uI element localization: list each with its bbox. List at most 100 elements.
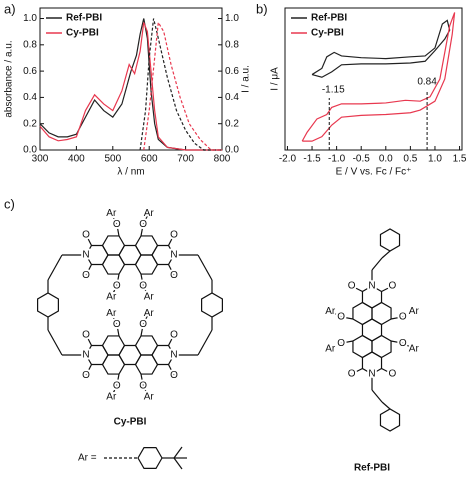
bond <box>110 285 118 298</box>
x-tick-label: 1.0 <box>428 154 442 165</box>
atom-label: O <box>170 329 178 340</box>
x-tick-label: 300 <box>32 154 49 165</box>
atom-label: O <box>82 329 90 340</box>
x-tick-label: 0.5 <box>403 154 417 165</box>
series-line <box>39 22 222 151</box>
bond <box>85 364 93 376</box>
atom-label: O <box>113 380 121 391</box>
x-tick-label: 1.5 <box>453 154 467 165</box>
bond <box>116 373 120 386</box>
bond <box>167 234 175 246</box>
atom-label: O <box>82 270 90 281</box>
y-tick-label: 0.8 <box>23 39 37 50</box>
atom-label: Ar <box>144 291 155 302</box>
y-tick-label: 0.0 <box>23 145 37 156</box>
x-tick-label: 500 <box>104 154 121 165</box>
plot-frame <box>284 7 463 151</box>
bond <box>381 250 391 259</box>
x-tick-label: 800 <box>214 154 231 165</box>
series-line <box>311 19 451 78</box>
bond <box>341 316 354 320</box>
bond <box>351 367 363 375</box>
bond <box>140 273 144 286</box>
atom-label: N <box>82 250 89 261</box>
y-tick-label: 1.0 <box>23 13 37 24</box>
bond <box>329 310 342 318</box>
bond <box>110 212 118 225</box>
x-tick-label: 600 <box>141 154 158 165</box>
atom-label: O <box>139 319 147 330</box>
y2-tick-label: 1.0 <box>225 13 239 24</box>
bond <box>116 273 120 286</box>
x-tick-label: -1.0 <box>328 154 346 165</box>
legend-label: Cy-PBI <box>66 28 99 39</box>
atom-label: O <box>113 280 121 291</box>
x-tick-label: -2.0 <box>279 154 297 165</box>
annotation-label: -1.15 <box>322 85 345 96</box>
atom-label: Ar <box>106 391 117 402</box>
atom-label: Ar <box>144 308 155 319</box>
atom-label: O <box>337 338 345 349</box>
series-line <box>39 18 222 151</box>
series-line <box>301 12 456 142</box>
ring <box>137 447 163 469</box>
atom-label: Ar <box>409 306 420 317</box>
bond <box>402 342 415 350</box>
atom-label: Ar <box>106 208 117 219</box>
atom-label: N <box>170 250 177 261</box>
x-axis-label: λ / nm <box>117 167 144 178</box>
atom-label: O <box>139 380 147 391</box>
legend-label: Ref-PBI <box>311 13 347 24</box>
bond <box>85 334 93 346</box>
bond <box>142 385 150 398</box>
ring <box>201 292 223 318</box>
bond <box>116 324 120 337</box>
y-axis-label: I / μA <box>270 67 281 91</box>
atom-label: O <box>388 281 396 292</box>
y2-axis-label: I / a.u. <box>241 65 252 93</box>
legend-label: Cy-PBI <box>311 28 344 39</box>
y2-tick-label: 0.0 <box>225 145 239 156</box>
bond <box>197 329 213 356</box>
atom-label: N <box>82 350 89 361</box>
bond <box>142 312 150 325</box>
bond <box>381 401 391 410</box>
atom-label: O <box>139 219 147 230</box>
atom-label: O <box>348 369 356 380</box>
bond <box>110 385 118 398</box>
atom-label: O <box>170 370 178 381</box>
atom-label: O <box>337 311 345 322</box>
y-axis-label: absorbance / a.u. <box>4 40 15 117</box>
x-tick-label: -0.5 <box>353 154 371 165</box>
bond <box>390 316 403 320</box>
legend-label: Ref-PBI <box>66 13 102 24</box>
atom-label: O <box>399 338 407 349</box>
y2-tick-label: 0.6 <box>225 66 239 77</box>
bond <box>85 234 93 246</box>
atom-label: Ar <box>409 343 420 354</box>
series-line <box>143 20 222 151</box>
x-axis-label: E / V vs. Fc / Fc⁺ <box>336 167 412 178</box>
ar-definition: Ar = <box>78 453 97 464</box>
atom-label: N <box>170 350 177 361</box>
bond <box>142 285 150 298</box>
bond <box>140 324 144 337</box>
bond <box>173 446 183 459</box>
atom-label: O <box>170 229 178 240</box>
bond <box>341 340 354 344</box>
atom-label: Ar <box>325 306 336 317</box>
bond <box>329 342 342 350</box>
bond <box>371 389 383 403</box>
atom-label: O <box>113 219 121 230</box>
panel-label: c) <box>4 196 15 211</box>
atom-label: O <box>113 319 121 330</box>
atom-label: O <box>170 270 178 281</box>
compound-name: Ref-PBI <box>354 463 390 474</box>
atom-label: O <box>399 311 407 322</box>
y-tick-label: 0.4 <box>23 92 37 103</box>
y-tick-label: 0.2 <box>23 118 37 129</box>
atom-label: Ar <box>106 291 117 302</box>
ring <box>379 228 401 252</box>
atom-label: Ar <box>325 343 336 354</box>
